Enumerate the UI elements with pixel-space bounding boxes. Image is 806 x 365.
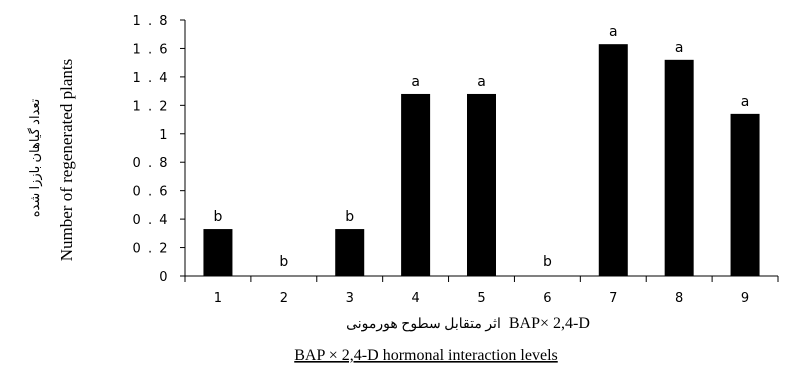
bar-3 [335, 229, 365, 276]
significance-letter-9: a [741, 94, 750, 110]
significance-letter-7: a [609, 24, 618, 40]
significance-letter-5: a [477, 74, 486, 90]
x-axis-ticks: 1 2 3 4 5 6 7 8 9 [184, 276, 779, 306]
y-tick-label: 0 . 4 [133, 213, 169, 228]
x-tick-label: 9 [741, 291, 749, 306]
significance-letter-3: b [345, 209, 354, 225]
y-axis-title-persian: تعداد گیاهان باززا شده [27, 98, 43, 217]
x-tick-label: 3 [346, 291, 354, 306]
y-tick-label: 1 [159, 128, 169, 143]
significance-letter-6: b [543, 254, 552, 270]
y-tick-label: 0 . 6 [133, 185, 169, 200]
x-tick-label: 4 [411, 291, 419, 306]
y-tick-label: 1 . 6 [133, 42, 169, 57]
x-tick-label: 7 [609, 291, 617, 306]
bars-group: b b b a a b a a a [203, 24, 760, 277]
bar-9 [730, 113, 760, 276]
x-axis-title-persian-suffix: BAP× 2,4-D [509, 315, 590, 332]
y-tick-label: 0 . 2 [133, 242, 169, 257]
y-axis-title: Number of regenerated plants [57, 59, 76, 262]
significance-letter-1: b [213, 209, 222, 225]
y-tick-label: 1 . 8 [133, 14, 169, 29]
y-tick-label: 0 . 8 [133, 156, 169, 171]
y-axis-ticks: 0 0 . 2 0 . 4 0 . 6 0 . 8 1 1 . 2 1 . 4 1 . 6 1 .… [133, 14, 185, 285]
significance-letter-4: a [411, 74, 420, 90]
x-axis-title: BAP × 2,4-D hormonal interaction levels [294, 347, 558, 364]
significance-letter-2: b [279, 254, 288, 270]
x-tick-label: 1 [214, 291, 222, 306]
x-tick-label: 8 [675, 291, 683, 306]
x-tick-label: 6 [543, 291, 551, 306]
x-axis-title-persian-part: اثر متقابل سطوح هورمونی [346, 317, 501, 332]
x-tick-label: 2 [280, 291, 288, 306]
y-tick-label: 0 [159, 270, 169, 285]
bar-4 [401, 93, 431, 276]
significance-letter-8: a [675, 40, 684, 56]
x-axis-title-persian: اثر متقابل سطوح هورمونی BAP× 2,4-D [346, 315, 590, 332]
bar-1 [203, 229, 233, 276]
bar-8 [664, 59, 694, 277]
y-tick-label: 1 . 2 [133, 99, 169, 114]
x-tick-label: 5 [477, 291, 485, 306]
y-tick-label: 1 . 4 [133, 71, 169, 86]
bar-7 [598, 44, 628, 276]
bar-5 [467, 93, 496, 276]
